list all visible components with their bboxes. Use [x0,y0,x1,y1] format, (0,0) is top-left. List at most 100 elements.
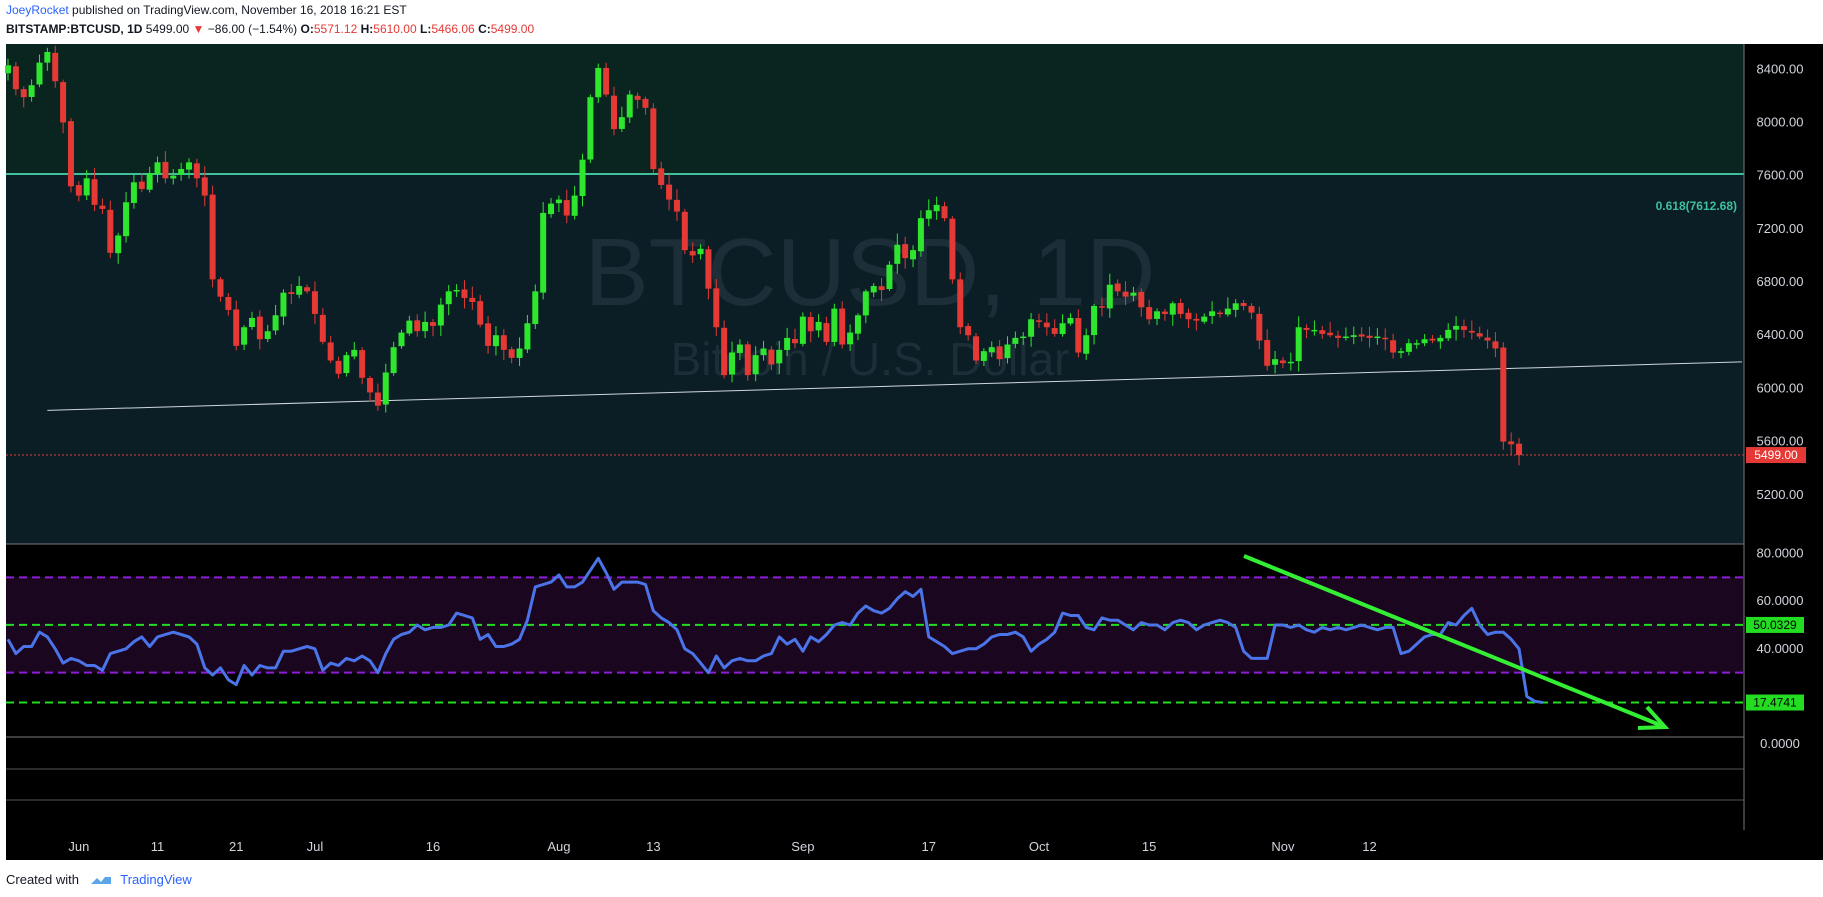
candle-body [1311,329,1318,332]
tradingview-logo-icon [90,877,111,885]
candle-body [1256,313,1263,341]
candle-body [280,292,287,317]
candle-body [186,162,193,170]
candle-body [579,159,586,197]
time-tick-label: Sep [791,839,814,854]
candle-body [359,350,366,378]
candle-body [807,317,814,332]
candle-body [729,352,736,375]
rsi-level-tag-a: 50.0329 [1746,616,1804,633]
time-axis[interactable] [6,830,1823,860]
candle-body [587,97,594,160]
candle-body [28,85,35,97]
published-text: published on TradingView.com, November 1… [72,3,407,17]
candle-body [1484,337,1491,341]
candle-body [123,202,130,237]
candle-body [792,338,798,344]
candle-body [351,349,358,357]
candle-body [933,204,940,212]
change-value: −86.00 (−1.54%) [207,22,298,36]
candle-body [894,244,901,264]
candle-body [67,121,74,187]
candle-body [44,51,51,63]
candle-body [311,291,318,314]
price-tick-label: 8400.00 [1757,61,1804,76]
empty-pane-bg [6,737,1744,830]
price-tick-label: 6000.00 [1757,380,1804,395]
candle-body [485,323,492,346]
candle-body [603,67,610,95]
symbol-label: BITSTAMP:BTCUSD, 1D [6,22,143,36]
rsi-tick-label: 60.0000 [1757,593,1804,608]
candle-body [1492,341,1499,349]
rsi-line[interactable] [6,556,1543,704]
author-link[interactable]: JoeyRocket [6,3,69,17]
candle-body [83,178,90,196]
last-price-tag-text: 5499.00 [1754,448,1798,462]
candle-body [988,347,995,353]
candle-body [99,205,106,209]
candle-body [1500,347,1507,442]
candles-group [5,45,1523,466]
rsi-level-tag-b-text: 17.4741 [1753,696,1797,710]
candle-body [382,372,389,405]
open-value: 5571.12 [313,22,358,36]
candle-body [1240,303,1247,306]
tradingview-link[interactable]: TradingView [120,872,192,887]
arrow-shaft [1243,554,1666,729]
candle-body [469,297,476,302]
candle-body [130,182,137,203]
candle-body [1193,318,1200,321]
rsi-axis-labels: 80.0000 60.0000 40.0000 0.0000 [1757,546,1804,752]
chart-canvas[interactable]: BTCUSD, 1D Bitcoin / U.S. Dollar 0.618(7… [0,0,1823,860]
candle-body [760,348,767,356]
candle-body [571,195,578,216]
candle-body [1169,303,1176,315]
candle-body [776,349,783,364]
time-tick-label: 16 [426,839,440,854]
candle-body [854,315,861,334]
price-axis-labels: 8400.00 8000.00 7600.00 7200.00 6800.00 6400.… [1757,61,1804,502]
rsi-level-tag-b: 17.4741 [1746,694,1804,711]
candle-body [610,95,617,130]
candle-body [831,308,838,342]
candle-body [1295,327,1302,362]
rsi-tick-label: 40.0000 [1757,641,1804,656]
candle-body [1028,319,1035,337]
candle-body [1287,361,1294,364]
candle-body [1209,311,1216,316]
candle-body [1035,320,1042,322]
candle-body [910,250,917,260]
candle-body [1358,334,1365,337]
watermark-subtitle: Bitcoin / U.S. Dollar [671,333,1070,385]
time-tick-label: 12 [1362,839,1376,854]
candle-body [146,172,153,190]
change-arrow-icon: ▼ [192,22,205,36]
support-trendline[interactable] [47,361,1743,411]
candle-body [138,181,145,189]
candle-body [154,162,161,175]
candle-body [20,89,27,98]
time-tick-label: 11 [151,839,165,854]
price-tick-label: 6400.00 [1757,327,1804,342]
candle-body [374,392,381,406]
candle-body [1437,337,1444,342]
candle-body [1390,340,1397,353]
candle-body [736,344,743,353]
candle-body [540,212,547,293]
candle-body [296,286,303,295]
candle-body [1405,343,1412,352]
candle-body [563,200,570,216]
close-label: C: [478,22,491,36]
candle-body [335,360,342,374]
candle-body [626,94,633,118]
candle-body [437,304,444,326]
candle-body [1429,338,1436,341]
candle-body [823,323,830,342]
candle-body [1067,317,1074,324]
candle-body [429,322,436,326]
candle-body [492,335,499,347]
candle-body [422,321,429,332]
candle-body [1154,311,1161,319]
candle-body [744,344,751,376]
